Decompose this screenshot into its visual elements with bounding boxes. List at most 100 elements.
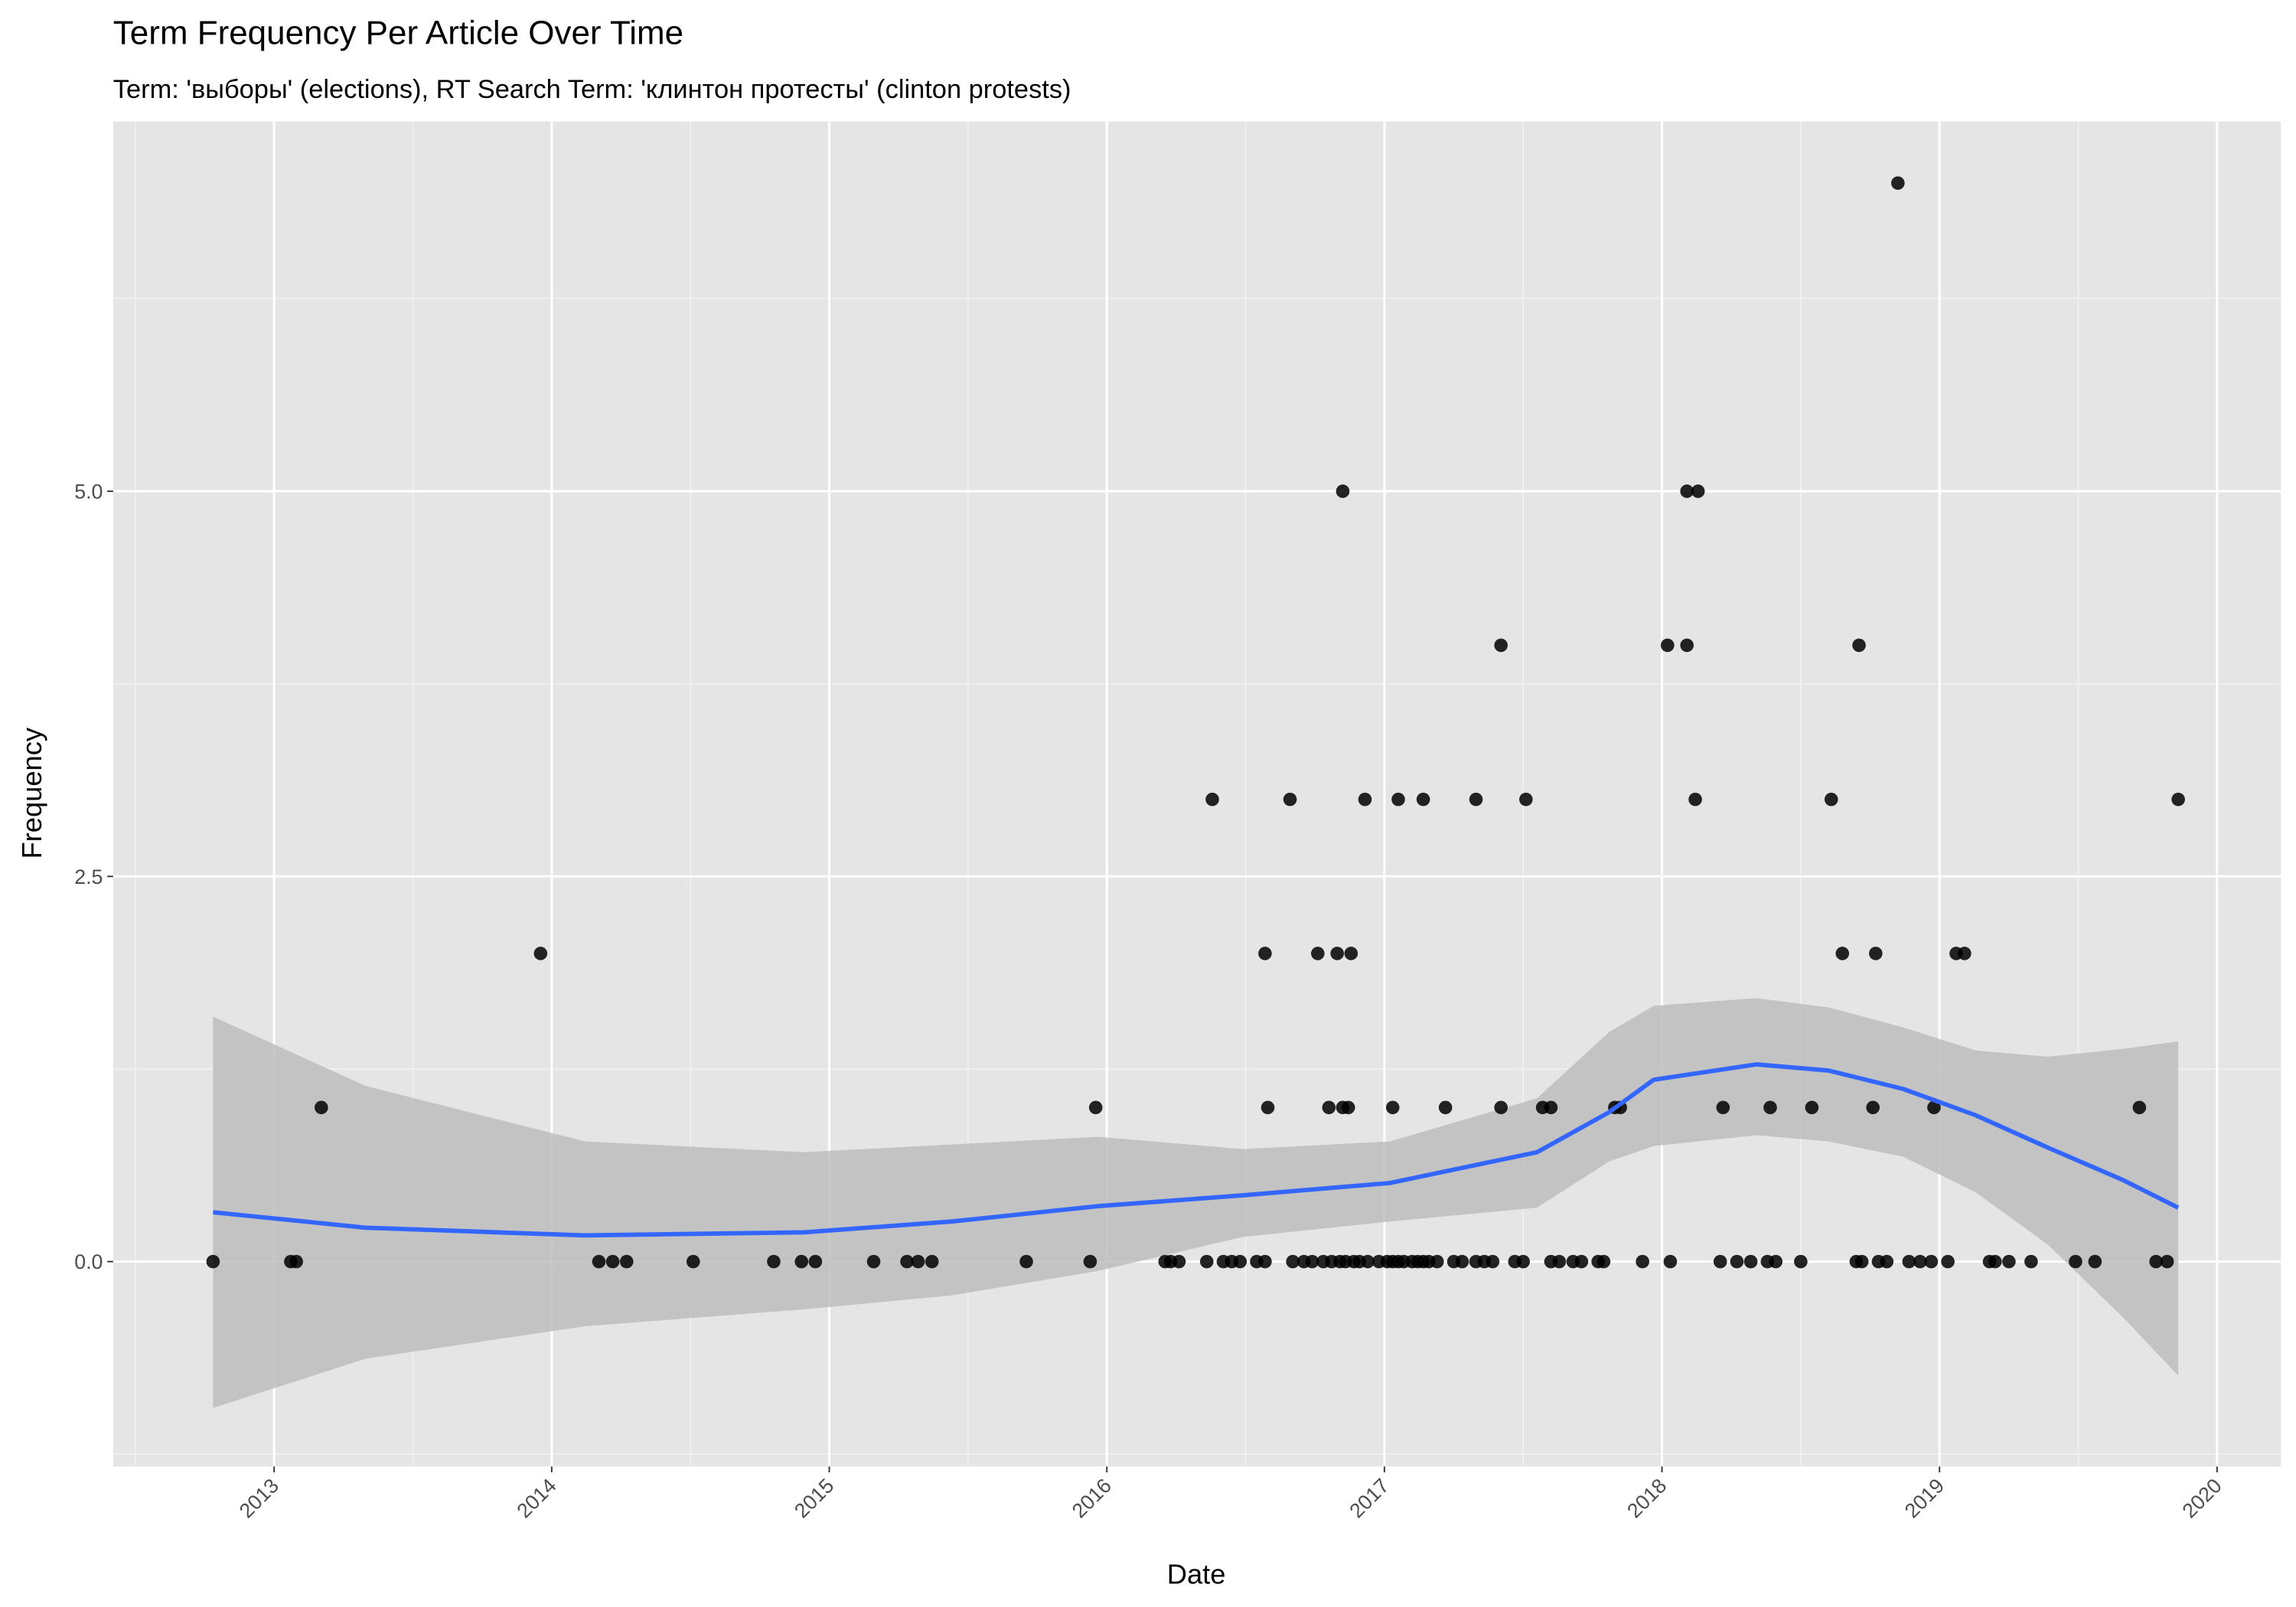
point bbox=[1713, 1254, 1727, 1269]
point bbox=[1891, 176, 1905, 191]
point bbox=[1688, 792, 1702, 807]
point bbox=[1199, 1254, 1214, 1269]
confidence-band bbox=[213, 998, 2179, 1408]
point bbox=[1205, 792, 1219, 807]
point bbox=[866, 1254, 881, 1269]
point bbox=[1805, 1100, 1819, 1115]
point bbox=[1924, 1254, 1939, 1269]
y-tick-label: 5.0 bbox=[74, 481, 103, 504]
point bbox=[1083, 1254, 1097, 1269]
point bbox=[1552, 1254, 1567, 1269]
x-tick-label: 2018 bbox=[1623, 1474, 1671, 1522]
point bbox=[1636, 1254, 1649, 1269]
point bbox=[1927, 1100, 1941, 1115]
point bbox=[1391, 792, 1405, 807]
point bbox=[1258, 1254, 1272, 1269]
chart-subtitle: Term: 'выборы' (elections), RT Search Te… bbox=[113, 75, 1071, 104]
point bbox=[1330, 947, 1345, 960]
point bbox=[533, 947, 548, 960]
point bbox=[1880, 1254, 1894, 1269]
x-tick-label: 2019 bbox=[1900, 1474, 1949, 1522]
x-axis-title: Date bbox=[1167, 1558, 1226, 1589]
point bbox=[2088, 1254, 2102, 1269]
point bbox=[206, 1254, 220, 1269]
point bbox=[1988, 1254, 2002, 1269]
point bbox=[1743, 1254, 1758, 1269]
chart-title: Term Frequency Per Article Over Time bbox=[113, 14, 683, 51]
point bbox=[1866, 1100, 1880, 1115]
x-tick-label: 2014 bbox=[512, 1474, 560, 1522]
point bbox=[1283, 792, 1297, 807]
point bbox=[1322, 1100, 1336, 1115]
point bbox=[1852, 638, 1866, 653]
point bbox=[1416, 792, 1430, 807]
point bbox=[1835, 947, 1850, 960]
point bbox=[2132, 1100, 2147, 1115]
point bbox=[2069, 1254, 2082, 1269]
point bbox=[1902, 1254, 1916, 1269]
point bbox=[1305, 1254, 1319, 1269]
point bbox=[1680, 638, 1694, 653]
point bbox=[767, 1254, 781, 1269]
point bbox=[1311, 947, 1325, 960]
point bbox=[2171, 792, 2185, 807]
point bbox=[1730, 1254, 1744, 1269]
point bbox=[687, 1254, 700, 1269]
point bbox=[315, 1100, 328, 1115]
point bbox=[1341, 1100, 1355, 1115]
y-tick-label: 2.5 bbox=[74, 865, 103, 888]
point bbox=[1455, 1254, 1469, 1269]
y-axis-title: Frequency bbox=[16, 727, 47, 859]
point bbox=[1544, 1100, 1558, 1115]
point bbox=[1663, 1254, 1678, 1269]
point bbox=[794, 1254, 809, 1269]
point bbox=[1088, 1100, 1103, 1115]
point bbox=[2024, 1254, 2038, 1269]
point bbox=[1763, 1100, 1777, 1115]
point bbox=[1344, 947, 1358, 960]
point bbox=[1358, 792, 1372, 807]
point bbox=[2149, 1254, 2163, 1269]
point bbox=[1824, 792, 1838, 807]
point bbox=[808, 1254, 823, 1269]
point bbox=[1661, 638, 1675, 653]
y-tick-label: 0.0 bbox=[74, 1250, 103, 1273]
point bbox=[1261, 1100, 1275, 1115]
point bbox=[1854, 1254, 1869, 1269]
point bbox=[1430, 1254, 1444, 1269]
point bbox=[592, 1254, 606, 1269]
point bbox=[1716, 1100, 1730, 1115]
point bbox=[289, 1254, 303, 1269]
point bbox=[1233, 1254, 1247, 1269]
point bbox=[1869, 947, 1883, 960]
point bbox=[1769, 1254, 1783, 1269]
point bbox=[1680, 484, 1694, 498]
x-tick-label: 2016 bbox=[1068, 1474, 1116, 1522]
x-tick-label: 2013 bbox=[235, 1474, 283, 1522]
point bbox=[1469, 792, 1483, 807]
point bbox=[1574, 1254, 1589, 1269]
smooth-line bbox=[213, 1062, 2180, 1238]
x-tick-label: 2015 bbox=[790, 1474, 838, 1522]
point bbox=[1486, 1254, 1500, 1269]
point bbox=[619, 1254, 634, 1269]
point bbox=[1494, 1100, 1508, 1115]
point bbox=[1941, 1254, 1955, 1269]
x-tick-label: 2020 bbox=[2177, 1474, 2226, 1522]
point bbox=[1494, 638, 1508, 653]
point bbox=[1519, 792, 1533, 807]
point bbox=[1438, 1100, 1453, 1115]
point bbox=[1361, 1254, 1375, 1269]
point bbox=[1913, 1254, 1927, 1269]
point bbox=[900, 1254, 914, 1269]
point bbox=[1172, 1254, 1186, 1269]
point bbox=[911, 1254, 925, 1269]
point bbox=[1596, 1254, 1611, 1269]
point bbox=[2160, 1254, 2174, 1269]
point bbox=[925, 1254, 939, 1269]
x-tick-label: 2017 bbox=[1345, 1474, 1393, 1522]
point bbox=[1258, 947, 1272, 960]
point bbox=[1958, 947, 1971, 960]
point bbox=[1336, 484, 1350, 498]
